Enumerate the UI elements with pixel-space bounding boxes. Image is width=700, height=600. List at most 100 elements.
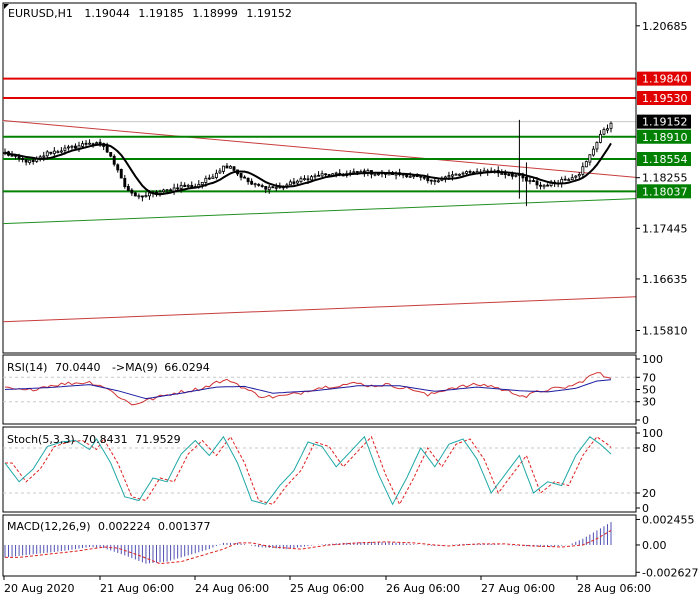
stoch-tick-label: 0 [642, 502, 649, 515]
candle-body [88, 142, 92, 145]
rsi-tick-label: 100 [642, 353, 663, 366]
candle-body [524, 176, 528, 182]
candle-body [183, 184, 187, 187]
macd-title: MACD(12,26,9) 0.002224 0.001377 [7, 520, 211, 533]
time-tick-label: 21 Aug 06:00 [100, 582, 174, 595]
candle-body [408, 175, 412, 178]
candle-body [412, 175, 416, 178]
candle-body [324, 173, 328, 176]
candle-body [66, 146, 70, 149]
stoch-pane[interactable]: Stoch(5,3,3) 70.8431 71.9529 [2, 426, 637, 513]
candle-body [211, 176, 215, 180]
candle-body [137, 195, 141, 198]
candle-body [334, 172, 338, 175]
candle-body [123, 177, 127, 187]
candle-body [422, 176, 426, 179]
candle-body [165, 189, 169, 192]
price-pane[interactable]: EURUSD,H1 1.19044 1.19185 1.18999 1.1915… [2, 2, 637, 354]
candle-body [299, 178, 303, 183]
resistance-level-label-bg [637, 91, 691, 105]
candle-body [49, 151, 53, 154]
candle-body [288, 181, 292, 186]
candle-body [250, 180, 254, 185]
stoch-tick-label: 80 [642, 442, 656, 455]
candle-body [532, 180, 535, 182]
candle-body [465, 171, 468, 174]
candle-body [405, 174, 409, 178]
macd-pane[interactable]: MACD(12,26,9) 0.002224 0.001377 [2, 514, 637, 577]
time-axis: 20 Aug 2020 21 Aug 06:00 24 Aug 06:00 25 Au… [3, 576, 651, 595]
time-tick-label: 26 Aug 06:00 [386, 582, 460, 595]
macd-signal-value: 0.001377 [158, 520, 211, 533]
candle-body [42, 155, 46, 158]
macd-name: MACD(12,26,9) [7, 520, 91, 533]
candle-body [31, 159, 35, 162]
rsi-title: RSI(14) 70.0440 ->MA(9) 66.0294 [7, 361, 210, 374]
candle-body [204, 177, 208, 183]
candle-body [190, 184, 194, 188]
pane-corner-marker [4, 4, 9, 9]
stoch-main-value: 70.8431 [82, 433, 128, 446]
candle-body [225, 165, 229, 169]
candle-body [243, 176, 247, 179]
candle-body [218, 170, 222, 174]
price-axis: 1.20685 1.17445 1.16635 1.15810 1.19840 1.195… [635, 3, 691, 353]
candle-body [598, 133, 602, 143]
support-level-label: 1.18910 [642, 131, 688, 144]
chart-header: EURUSD,H1 1.19044 1.19185 1.18999 1.1915… [8, 7, 292, 20]
macd-tick-label: 0.002455 [642, 513, 695, 526]
candle-body [144, 195, 148, 198]
stoch-tick-label: 20 [642, 487, 656, 500]
candle-body [239, 173, 243, 178]
time-tick-label: 27 Aug 06:00 [481, 582, 555, 595]
candle-body [546, 184, 550, 187]
support-level-label-bg [637, 152, 691, 166]
candle-body [21, 158, 25, 160]
candle-body [313, 175, 317, 178]
candle-body [433, 180, 437, 182]
candle-body [577, 174, 581, 177]
candle-body [112, 155, 116, 165]
candle-body [186, 184, 190, 187]
candle-body [507, 173, 511, 176]
candle-body [207, 177, 211, 180]
candle-body [317, 174, 321, 177]
candle-body [454, 173, 458, 176]
candle-body [539, 184, 542, 187]
rsi-tick-label: 70 [642, 371, 656, 384]
rsi-ma-line [4, 379, 612, 400]
current-price-label-bg [637, 114, 691, 129]
trendline-green [2, 198, 637, 225]
candle-body [609, 122, 613, 129]
macd-axis: 0.002455 0.00 -0.002627 [635, 513, 698, 579]
candle-body [570, 177, 574, 181]
stoch-axis: 100 80 20 0 [635, 427, 663, 515]
candle-body [119, 168, 123, 179]
price-tick-label: 1.16635 [642, 273, 688, 286]
candle-body [133, 192, 137, 197]
stoch-pane-frame [2, 426, 637, 513]
support-level-label: 1.18037 [642, 185, 688, 198]
candle-body [81, 143, 84, 147]
candle-body [140, 195, 144, 198]
candle-body [292, 181, 296, 184]
support-level-label-bg [637, 129, 691, 144]
rsi-tick-label: 30 [642, 396, 656, 409]
candle-body [310, 176, 313, 181]
rsi-pane[interactable]: RSI(14) 70.0440 ->MA(9) 66.0294 [2, 354, 637, 425]
stoch-title: Stoch(5,3,3) 70.8431 71.9529 [7, 433, 181, 446]
low-value: 1.18999 [192, 7, 238, 20]
stoch-main-line [4, 435, 612, 506]
time-tick-label: 28 Aug 06:00 [577, 582, 651, 595]
candle-body [458, 173, 461, 176]
stoch-signal-value: 71.9529 [135, 433, 181, 446]
candle-body [274, 186, 278, 189]
candle-body [606, 128, 609, 131]
candle-body [271, 186, 275, 189]
candle-body [45, 151, 49, 157]
candle-body [451, 174, 454, 177]
rsi-name: RSI(14) [7, 361, 47, 374]
candle-body [306, 178, 310, 181]
candle-body [98, 141, 102, 145]
